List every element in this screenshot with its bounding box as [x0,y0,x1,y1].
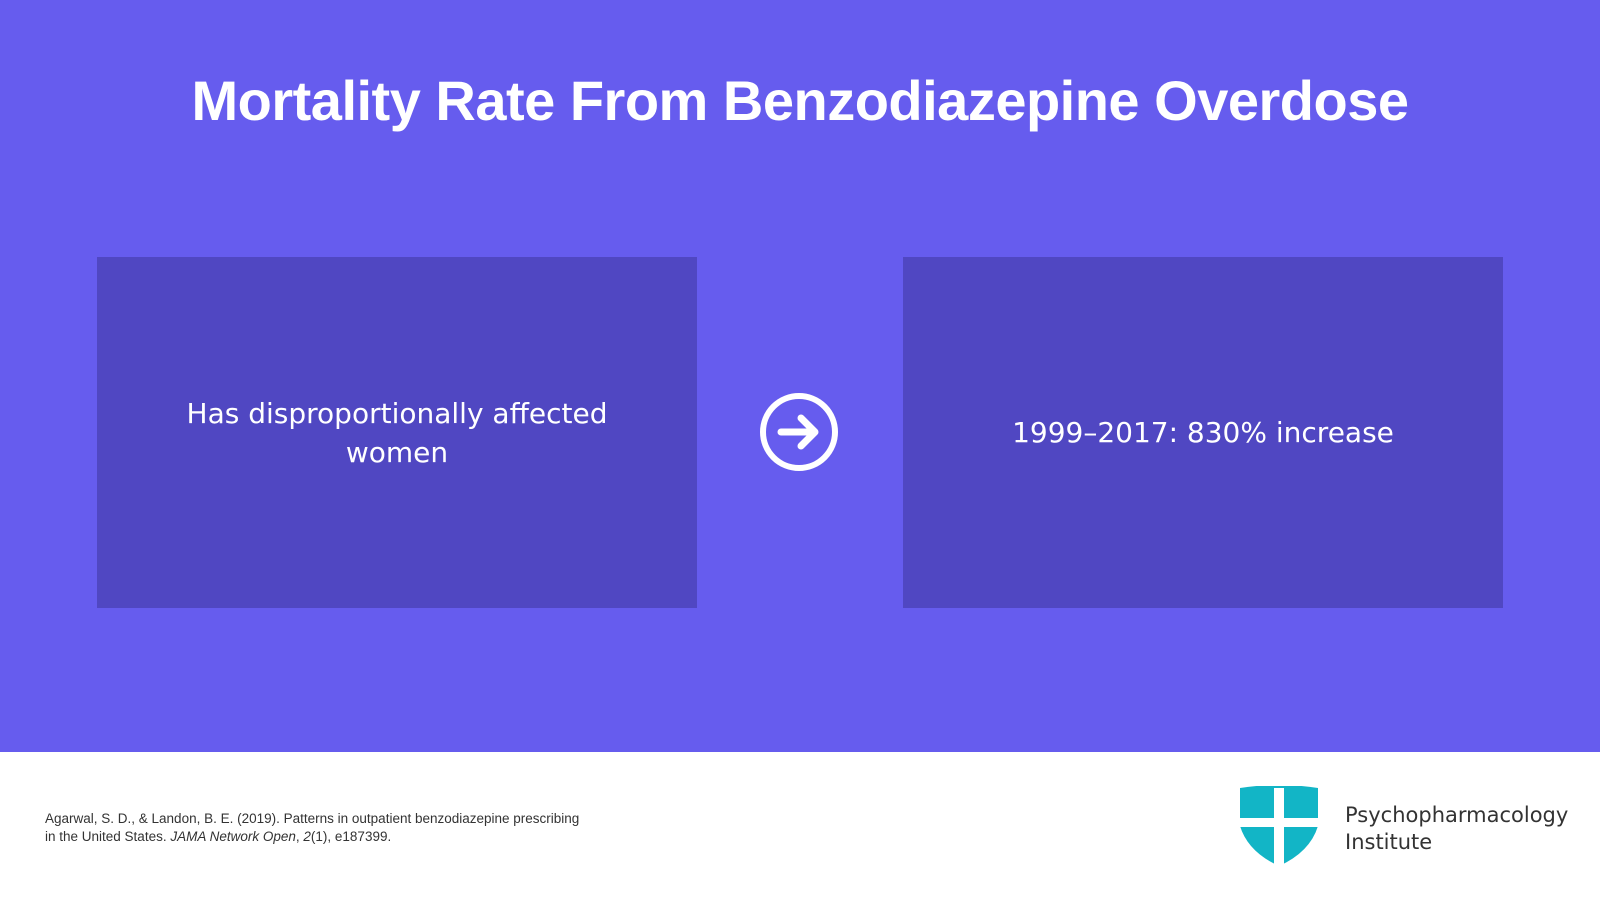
citation-journal: JAMA Network Open [170,829,296,844]
card: 1999–2017: 830% increase [903,257,1503,608]
logo-line: Psychopharmacology [1345,803,1569,827]
citation-volume: 2 [303,829,311,844]
citation-text: (1), e187399. [310,829,392,844]
card-text: Has disproportionally affected women [186,396,608,469]
citation-text: , [295,829,304,844]
citation-text: Agarwal, S. D., & Landon, B. E. (2019). … [45,811,580,844]
header-panel: Mortality Rate From Benzodiazepine Overd… [0,0,1600,752]
card-text: 1999–2017: 830% increase [1012,416,1394,449]
slide-title: Mortality Rate From Benzodiazepine Overd… [191,69,1409,132]
citation: Agarwal, S. D., & Landon, B. E. (2019). … [45,810,585,846]
card: Has disproportionally affected women [97,257,697,608]
arrow-icon [760,393,838,471]
logo-line: Institute [1345,830,1433,854]
logo-shield [1240,786,1318,866]
logo-text: Psychopharmacology Institute [1345,802,1568,856]
